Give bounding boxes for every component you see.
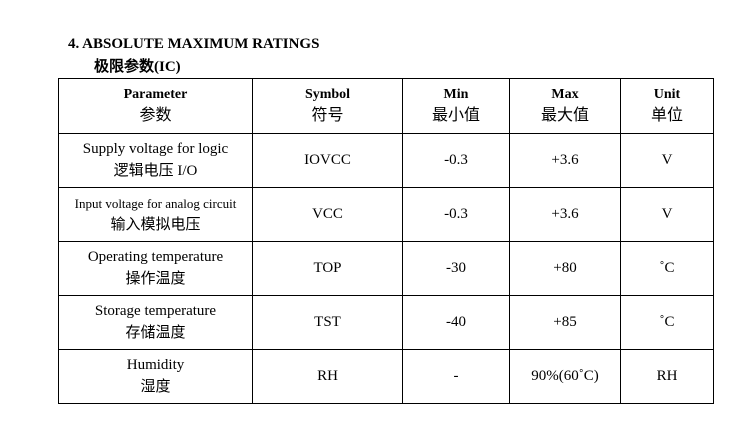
symbol-cell: TOP	[252, 241, 403, 296]
param-cell: Input voltage for analog circuit 输入模拟电压	[58, 187, 253, 242]
param-en: Supply voltage for logic	[82, 141, 229, 157]
unit-cell: V	[620, 133, 714, 188]
header-parameter: Parameter 参数	[58, 78, 253, 134]
param-zh: 逻辑电压 I/O	[113, 163, 198, 179]
symbol-cell: TST	[252, 295, 403, 350]
symbol-cell: RH	[252, 349, 403, 404]
param-zh: 输入模拟电压	[110, 217, 201, 233]
header-unit-zh: 单位	[650, 107, 683, 124]
table-row: Humidity 湿度 RH - 90%(60˚C) RH	[58, 349, 714, 404]
header-max: Max 最大值	[509, 78, 621, 134]
min-cell: -	[402, 349, 510, 404]
param-cell: Operating temperature 操作温度	[58, 241, 253, 296]
min-cell: -0.3	[402, 187, 510, 242]
header-unit: Unit 单位	[620, 78, 714, 134]
param-zh: 存储温度	[125, 325, 186, 341]
param-cell: Storage temperature 存储温度	[58, 295, 253, 350]
header-parameter-zh: 参数	[139, 107, 172, 124]
section-title: 4. ABSOLUTE MAXIMUM RATINGS	[68, 36, 320, 52]
table-header-row: Parameter 参数 Symbol 符号 Min 最小值 Max 最大值 U…	[58, 78, 714, 134]
max-cell: +3.6	[509, 187, 621, 242]
header-unit-en: Unit	[653, 87, 681, 102]
table-row: Supply voltage for logic 逻辑电压 I/O IOVCC …	[58, 133, 714, 188]
unit-cell: ˚C	[620, 295, 714, 350]
table-row: Storage temperature 存储温度 TST -40 +85 ˚C	[58, 295, 714, 350]
symbol-cell: VCC	[252, 187, 403, 242]
param-cell: Humidity 湿度	[58, 349, 253, 404]
header-min-en: Min	[443, 87, 469, 102]
header-min-zh: 最小值	[431, 107, 480, 124]
param-zh: 湿度	[140, 379, 171, 395]
table-row: Input voltage for analog circuit 输入模拟电压 …	[58, 187, 714, 242]
header-max-en: Max	[551, 87, 579, 102]
unit-cell: V	[620, 187, 714, 242]
table-row: Operating temperature 操作温度 TOP -30 +80 ˚…	[58, 241, 714, 296]
section-subtitle: 极限参数(IC)	[94, 59, 181, 75]
absolute-max-ratings-table: Parameter 参数 Symbol 符号 Min 最小值 Max 最大值 U…	[58, 78, 714, 404]
param-en: Input voltage for analog circuit	[74, 196, 237, 211]
param-cell: Supply voltage for logic 逻辑电压 I/O	[58, 133, 253, 188]
max-cell: +85	[509, 295, 621, 350]
header-symbol-en: Symbol	[304, 87, 351, 102]
unit-cell: RH	[620, 349, 714, 404]
symbol-cell: IOVCC	[252, 133, 403, 188]
param-en: Humidity	[126, 357, 185, 373]
header-symbol: Symbol 符号	[252, 78, 403, 134]
header-symbol-zh: 符号	[311, 107, 344, 124]
param-zh: 操作温度	[125, 271, 186, 287]
header-min: Min 最小值	[402, 78, 510, 134]
min-cell: -40	[402, 295, 510, 350]
param-en: Operating temperature	[87, 249, 224, 265]
param-en: Storage temperature	[94, 303, 217, 319]
max-cell: +80	[509, 241, 621, 296]
max-cell: 90%(60˚C)	[509, 349, 621, 404]
header-max-zh: 最大值	[540, 107, 589, 124]
max-cell: +3.6	[509, 133, 621, 188]
header-parameter-en: Parameter	[123, 87, 188, 102]
unit-cell: ˚C	[620, 241, 714, 296]
min-cell: -30	[402, 241, 510, 296]
min-cell: -0.3	[402, 133, 510, 188]
